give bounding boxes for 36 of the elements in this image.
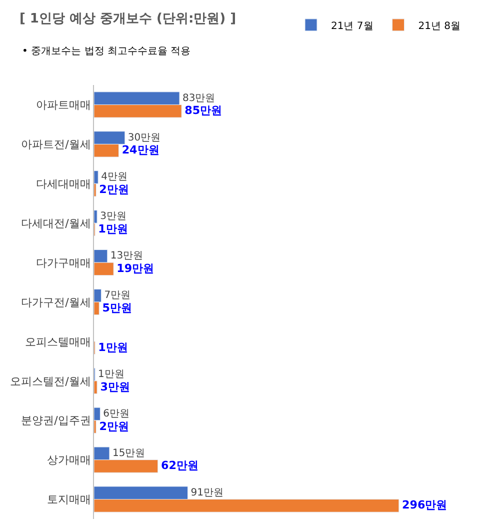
y-tick-label: 오피스텔전/월세 (10, 374, 91, 388)
data-label: 30만원 (128, 132, 161, 144)
data-label: 2만원 (99, 183, 129, 196)
y-tick-label: 분양권/입주권 (21, 414, 91, 428)
y-tick-label: 토지매매 (46, 493, 91, 506)
data-label: 7만원 (104, 290, 131, 302)
data-label: 1만원 (98, 340, 128, 354)
data-label: 85만원 (184, 104, 222, 118)
y-tick-label: 아파트매매 (36, 98, 91, 112)
data-label: 296만원 (402, 498, 448, 512)
data-label: 3만원 (100, 380, 130, 394)
legend-label: 21년 7월 (331, 20, 374, 32)
data-label: 15만원 (112, 448, 146, 459)
y-tick-label: 다세대전/월세 (21, 216, 91, 230)
data-label: 62만원 (160, 459, 198, 472)
y-tick-label: 다가구매매 (36, 256, 91, 270)
data-label: 1만원 (98, 369, 124, 380)
data-label: 1만원 (98, 222, 128, 236)
y-tick-label: 다세대매매 (36, 177, 91, 190)
legend-label: 21년 8월 (418, 20, 461, 32)
y-tick-label: 다가구전/월세 (21, 296, 91, 309)
text: • 중개보수는 법정 최고수수료율 적용 (22, 46, 191, 57)
data-label: 3만원 (100, 211, 126, 222)
data-label: 83만원 (182, 92, 216, 104)
y-tick-label: 상가매매 (46, 454, 91, 467)
data-label: 24만원 (122, 144, 160, 157)
data-label: 4만원 (101, 172, 128, 183)
data-label: 2만원 (99, 420, 129, 433)
data-label: 19만원 (116, 262, 154, 275)
chart-title: [ 1인당 예상 중개보수 (단위:만원) ] (19, 11, 236, 26)
data-label: 13만원 (110, 250, 144, 262)
data-label: 6만원 (103, 408, 130, 420)
data-label: 91만원 (190, 487, 224, 498)
y-tick-label: 오피스텔매매 (24, 335, 91, 348)
data-label: 5만원 (102, 301, 132, 314)
y-tick-label: 아파트전/월세 (21, 138, 91, 152)
